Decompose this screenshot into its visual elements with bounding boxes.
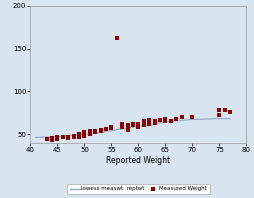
Point	[153, 121, 157, 125]
Point	[217, 109, 221, 112]
Point	[153, 120, 157, 123]
Point	[136, 126, 140, 129]
Point	[55, 136, 59, 139]
Point	[131, 124, 135, 127]
Point	[217, 114, 221, 117]
Point	[66, 137, 70, 140]
Point	[131, 122, 135, 125]
Point	[34, 144, 38, 148]
Point	[142, 124, 146, 127]
Point	[126, 126, 130, 129]
Point	[61, 136, 65, 139]
Point	[104, 127, 108, 130]
Point	[190, 115, 195, 119]
Point	[93, 131, 97, 134]
Point	[55, 138, 59, 141]
Point	[223, 109, 227, 112]
Point	[50, 137, 54, 140]
Point	[83, 134, 87, 137]
Point	[109, 127, 114, 130]
Point	[136, 122, 140, 125]
Point	[88, 132, 92, 136]
Point	[147, 122, 151, 125]
X-axis label: Reported Weight: Reported Weight	[106, 155, 170, 165]
Point	[72, 136, 76, 139]
Point	[120, 126, 124, 129]
Point	[72, 134, 76, 137]
Legend: lowess measwt  reptwt, Measured Weight: lowess measwt reptwt, Measured Weight	[67, 184, 210, 194]
Point	[158, 119, 162, 122]
Point	[83, 132, 87, 136]
Point	[93, 130, 97, 133]
Point	[88, 129, 92, 132]
Point	[109, 126, 114, 129]
Point	[77, 135, 81, 138]
Point	[45, 138, 49, 141]
Point	[120, 122, 124, 125]
Point	[66, 135, 70, 138]
Point	[126, 128, 130, 131]
Point	[77, 132, 81, 136]
Point	[180, 115, 184, 119]
Point	[163, 120, 167, 123]
Point	[142, 120, 146, 123]
Point	[163, 117, 167, 120]
Point	[228, 110, 232, 113]
Point	[83, 131, 87, 134]
Point	[126, 124, 130, 127]
Point	[50, 138, 54, 142]
Point	[174, 117, 178, 120]
Point	[169, 120, 173, 123]
Point	[115, 36, 119, 39]
Point	[99, 129, 103, 132]
Point	[99, 128, 103, 131]
Point	[147, 119, 151, 122]
